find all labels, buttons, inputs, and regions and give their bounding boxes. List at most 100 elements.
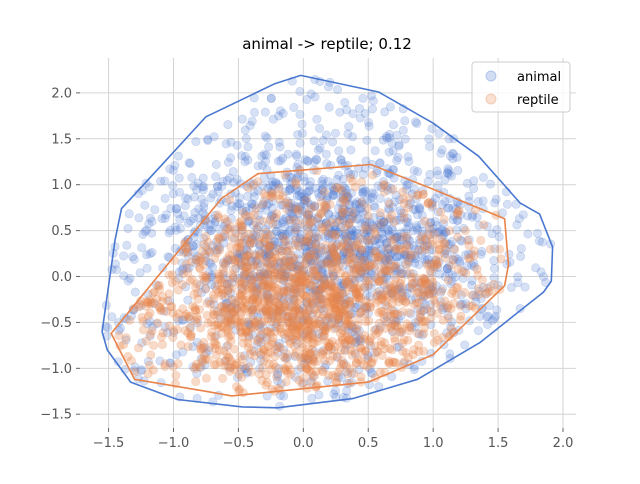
point-reptile <box>293 323 303 333</box>
point-reptile <box>178 269 188 279</box>
point-reptile <box>453 232 463 242</box>
point-animal <box>253 259 263 269</box>
point-animal <box>300 155 310 165</box>
point-animal <box>487 315 497 325</box>
point-reptile <box>331 372 341 382</box>
point-animal <box>237 114 247 124</box>
point-reptile <box>121 333 131 343</box>
point-reptile <box>203 318 213 328</box>
point-animal <box>260 107 270 117</box>
point-reptile <box>386 235 396 245</box>
point-animal <box>437 224 447 234</box>
x-tick-label: 0.0 <box>293 436 314 451</box>
point-animal <box>513 278 523 288</box>
point-reptile <box>370 341 380 351</box>
point-reptile <box>390 336 400 346</box>
point-animal <box>396 269 406 279</box>
point-animal <box>241 134 251 144</box>
point-animal <box>426 268 436 278</box>
point-animal <box>293 238 303 248</box>
point-reptile <box>362 236 372 246</box>
point-reptile <box>496 254 506 264</box>
point-animal <box>160 176 170 186</box>
point-animal <box>228 273 238 283</box>
point-animal <box>344 218 354 228</box>
point-animal <box>464 316 474 326</box>
point-reptile <box>218 373 228 383</box>
point-animal <box>114 318 124 328</box>
point-animal <box>318 185 328 195</box>
point-animal <box>291 233 301 243</box>
chart-title: animal -> reptile; 0.12 <box>242 35 412 53</box>
point-animal <box>206 193 216 203</box>
point-animal <box>334 146 344 156</box>
point-animal <box>222 298 232 308</box>
point-animal <box>302 248 312 258</box>
point-animal <box>317 331 327 341</box>
point-animal <box>307 393 317 403</box>
point-animal <box>424 279 434 289</box>
point-reptile <box>229 306 239 316</box>
point-animal <box>391 215 401 225</box>
point-animal <box>188 241 198 251</box>
point-reptile <box>369 354 379 364</box>
point-animal <box>436 296 446 306</box>
point-reptile <box>173 285 183 295</box>
point-animal <box>351 333 361 343</box>
point-animal <box>325 259 335 269</box>
point-animal <box>444 166 454 176</box>
point-reptile <box>297 276 307 286</box>
point-reptile <box>290 177 300 187</box>
point-animal <box>241 244 251 254</box>
point-animal <box>274 338 284 348</box>
point-animal <box>255 215 265 225</box>
point-animal <box>362 195 372 205</box>
point-reptile <box>235 222 245 232</box>
point-animal <box>422 255 432 265</box>
point-reptile <box>253 297 263 307</box>
point-animal <box>293 261 303 271</box>
point-animal <box>348 260 358 270</box>
point-animal <box>223 285 233 295</box>
point-animal <box>382 257 392 267</box>
point-reptile <box>317 224 327 234</box>
point-animal <box>271 177 281 187</box>
point-animal <box>354 364 364 374</box>
point-animal <box>358 207 368 217</box>
point-reptile <box>243 286 253 296</box>
point-animal <box>410 185 420 195</box>
point-animal <box>232 248 242 258</box>
point-animal <box>461 299 471 309</box>
point-animal <box>271 226 281 236</box>
point-reptile <box>230 255 240 265</box>
point-animal <box>330 128 340 138</box>
point-animal <box>269 236 279 246</box>
point-animal <box>394 251 404 261</box>
point-reptile <box>419 346 429 356</box>
point-animal <box>261 150 271 160</box>
point-reptile <box>285 336 295 346</box>
point-animal <box>493 280 503 290</box>
point-animal <box>342 105 352 115</box>
point-reptile <box>168 332 178 342</box>
x-tick-label: 2.0 <box>553 436 574 451</box>
point-reptile <box>271 344 281 354</box>
point-animal <box>187 172 197 182</box>
series-points-animal <box>101 75 556 411</box>
point-reptile <box>254 254 264 264</box>
point-animal <box>211 331 221 341</box>
point-animal <box>341 195 351 205</box>
point-reptile <box>418 190 428 200</box>
point-animal <box>385 102 395 112</box>
point-animal <box>316 242 326 252</box>
point-reptile <box>186 257 196 267</box>
point-animal <box>402 288 412 298</box>
point-animal <box>321 149 331 159</box>
point-animal <box>157 214 167 224</box>
point-reptile <box>341 287 351 297</box>
point-animal <box>278 153 288 163</box>
point-animal <box>189 181 199 191</box>
point-animal <box>485 179 495 189</box>
point-animal <box>307 222 317 232</box>
point-animal <box>273 347 283 357</box>
